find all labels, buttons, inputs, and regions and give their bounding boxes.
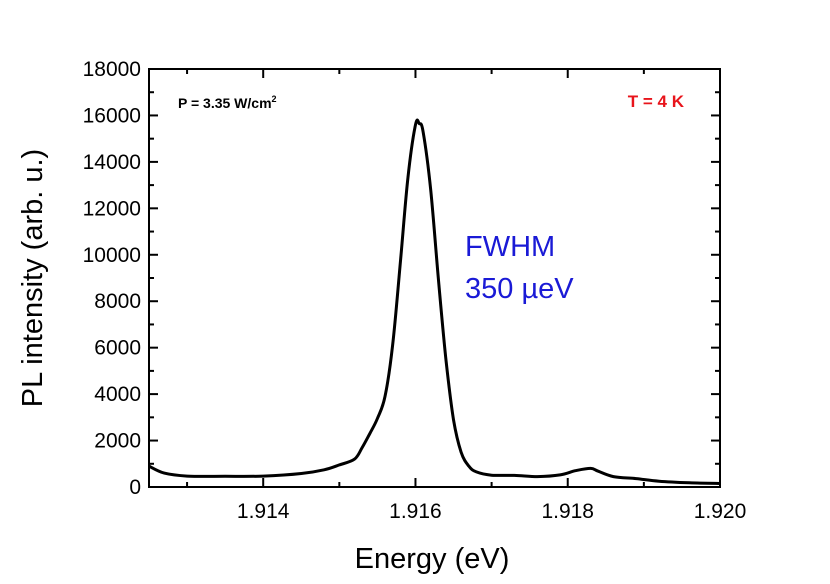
series-line xyxy=(148,118,721,485)
y-tick-label: 10000 xyxy=(83,244,141,267)
x-axis-title: Energy (eV) xyxy=(355,543,510,575)
x-tick-label: 1.920 xyxy=(694,500,747,523)
y-axis-ticks: 0 2000 4000 6000 8000 10000 12000 14000 16000 180… xyxy=(83,58,720,499)
y-tick-label: 18000 xyxy=(83,58,141,81)
plot-frame xyxy=(148,68,721,488)
y-tick-label: 4000 xyxy=(94,383,141,406)
fwhm-annotation-line1: FWHM xyxy=(465,231,555,263)
power-annotation: P = 3.35 W/cm2 xyxy=(178,94,277,111)
fwhm-annotation-line2: 350 µeV xyxy=(465,273,574,305)
y-tick-label: 8000 xyxy=(94,290,141,313)
x-axis-ticks: 1.914 1.916 1.918 1.920 xyxy=(186,69,747,523)
y-tick-label: 2000 xyxy=(94,430,141,453)
y-tick-label: 14000 xyxy=(83,151,141,174)
temperature-annotation: T = 4 K xyxy=(628,92,685,111)
y-axis-title: PL intensity (arb. u.) xyxy=(17,149,49,407)
x-tick-label: 1.914 xyxy=(237,500,290,523)
y-tick-label: 12000 xyxy=(83,197,141,220)
y-tick-label: 6000 xyxy=(94,337,141,360)
x-tick-label: 1.918 xyxy=(541,500,594,523)
y-tick-label: 16000 xyxy=(83,104,141,127)
y-tick-label: 0 xyxy=(129,476,141,499)
x-tick-label: 1.916 xyxy=(389,500,442,523)
